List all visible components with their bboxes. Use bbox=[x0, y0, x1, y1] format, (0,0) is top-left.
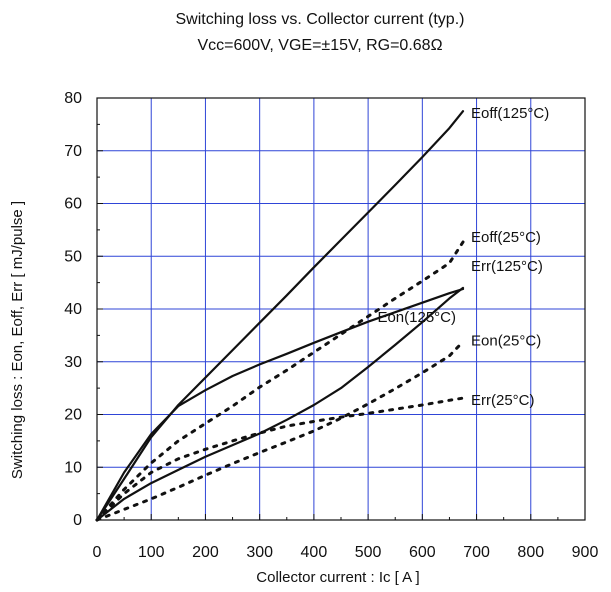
series-line-eon-125c bbox=[95, 286, 465, 522]
series-line-err-25c bbox=[95, 396, 465, 522]
series-layer bbox=[95, 110, 465, 522]
series-line-eoff-125c bbox=[95, 110, 465, 522]
series-label-eoff-25c: Eoff(25°C) bbox=[471, 229, 541, 246]
series-line-eoff-25c bbox=[95, 240, 465, 522]
x-tick-label: 100 bbox=[138, 544, 165, 561]
y-tick-label-layer: 0 10 20 30 40 50 60 70 80 bbox=[64, 90, 82, 529]
grid-layer bbox=[97, 98, 585, 520]
x-tick-label: 600 bbox=[409, 544, 436, 561]
x-tick-label: 400 bbox=[301, 544, 328, 561]
series-label-err-25c: Err(25°C) bbox=[471, 392, 535, 409]
y-axis-label: Switching loss : Eon, Eoff, Err [ mJ/pul… bbox=[9, 201, 26, 479]
y-tick-label: 50 bbox=[64, 248, 82, 265]
chart-subtitle: Vcc=600V, VGE=±15V, RG=0.68Ω bbox=[197, 37, 442, 54]
series-label-err-125c: Err(125°C) bbox=[471, 258, 543, 275]
x-tick-label: 700 bbox=[463, 544, 490, 561]
y-tick-label: 30 bbox=[64, 354, 82, 371]
series-label-eon-25c: Eon(25°C) bbox=[471, 333, 541, 350]
x-tick-label: 0 bbox=[93, 544, 102, 561]
x-tick-label: 800 bbox=[517, 544, 544, 561]
series-line-eon-25c bbox=[95, 340, 465, 522]
y-tick-label: 60 bbox=[64, 196, 82, 213]
x-tick-label: 300 bbox=[246, 544, 273, 561]
y-tick-label: 40 bbox=[64, 301, 82, 318]
x-tick-label-layer: 0 100 200 300 400 500 600 700 800 900 bbox=[93, 544, 599, 561]
y-tick-label: 70 bbox=[64, 143, 82, 160]
series-label-eon-125c: Eon(125°C) bbox=[377, 309, 456, 326]
plot-frame bbox=[96, 97, 586, 521]
x-axis-label: Collector current : Ic [ A ] bbox=[256, 569, 419, 586]
y-tick-label: 0 bbox=[73, 512, 82, 529]
y-tick-label: 80 bbox=[64, 90, 82, 107]
y-tick-label: 20 bbox=[64, 407, 82, 424]
y-tick-label: 10 bbox=[64, 459, 82, 476]
series-label-layer: Eoff(125°C) Eoff(25°C) Err(125°C) Eon(125°C… bbox=[377, 105, 549, 409]
x-tick-label: 900 bbox=[572, 544, 599, 561]
chart-title: Switching loss vs. Collector current (ty… bbox=[176, 11, 465, 28]
series-label-eoff-125c: Eoff(125°C) bbox=[471, 105, 549, 122]
x-tick-label: 200 bbox=[192, 544, 219, 561]
series-line-err-125c bbox=[95, 287, 465, 522]
x-tick-label: 500 bbox=[355, 544, 382, 561]
